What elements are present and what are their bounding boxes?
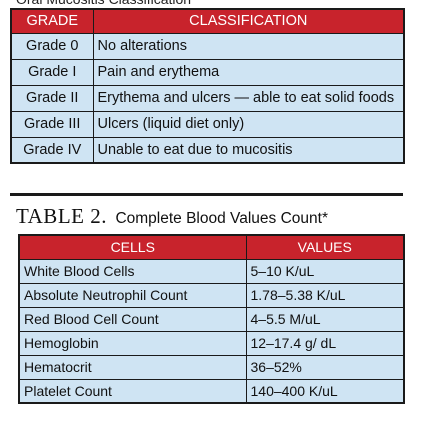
classification-cell: No alterations [92,32,405,60]
cell-value: 4–5.5 M/uL [245,306,405,332]
column-header-grade: GRADE [10,8,94,34]
cell-value: 12–17.4 g/ dL [245,330,405,356]
clipped-previous-caption: Oral Mucositis Classification [0,0,438,8]
table-caption: TABLE 2. Complete Blood Values Count* [16,204,328,229]
column-header-classification: CLASSIFICATION [92,8,405,34]
table-number-label: TABLE 2. [16,204,107,228]
table-row: Hemoglobin 12–17.4 g/ dL [18,330,405,356]
grade-cell: Grade 0 [10,32,94,60]
table-row: Platelet Count 140–400 K/uL [18,378,405,404]
table-row: Grade III Ulcers (liquid diet only) [10,110,405,138]
cell-name: Absolute Neutrophil Count [18,282,247,308]
cell-value: 140–400 K/uL [245,378,405,404]
table-row: Absolute Neutrophil Count 1.78–5.38 K/uL [18,282,405,308]
table-row: Grade IV Unable to eat due to mucositis [10,136,405,164]
classification-cell: Pain and erythema [92,58,405,86]
cell-value: 36–52% [245,354,405,380]
table-header-row: GRADE CLASSIFICATION [10,8,405,34]
column-header-values: VALUES [245,234,405,260]
cell-value: 5–10 K/uL [245,258,405,284]
section-divider [10,193,403,196]
table-row: Grade II Erythema and ulcers — able to e… [10,84,405,112]
table-row: Grade I Pain and erythema [10,58,405,86]
grade-cell: Grade IV [10,136,94,164]
grade-cell: Grade II [10,84,94,112]
classification-cell: Erythema and ulcers — able to eat solid … [92,84,405,112]
cell-name: Platelet Count [18,378,247,404]
cell-name: Hematocrit [18,354,247,380]
classification-cell: Ulcers (liquid diet only) [92,110,405,138]
cell-name: Red Blood Cell Count [18,306,247,332]
grade-cell: Grade I [10,58,94,86]
table-row: Grade 0 No alterations [10,32,405,60]
classification-cell: Unable to eat due to mucositis [92,136,405,164]
cell-name: Hemoglobin [18,330,247,356]
table-row: White Blood Cells 5–10 K/uL [18,258,405,284]
mucositis-grade-table: GRADE CLASSIFICATION Grade 0 No alterati… [10,8,405,164]
grade-cell: Grade III [10,110,94,138]
cell-value: 1.78–5.38 K/uL [245,282,405,308]
table-title: Complete Blood Values Count* [115,210,328,227]
cell-name: White Blood Cells [18,258,247,284]
table-header-row: CELLS VALUES [18,234,405,260]
column-header-cells: CELLS [18,234,247,260]
table-row: Red Blood Cell Count 4–5.5 M/uL [18,306,405,332]
blood-values-table: CELLS VALUES White Blood Cells 5–10 K/uL… [18,234,405,404]
table-row: Hematocrit 36–52% [18,354,405,380]
